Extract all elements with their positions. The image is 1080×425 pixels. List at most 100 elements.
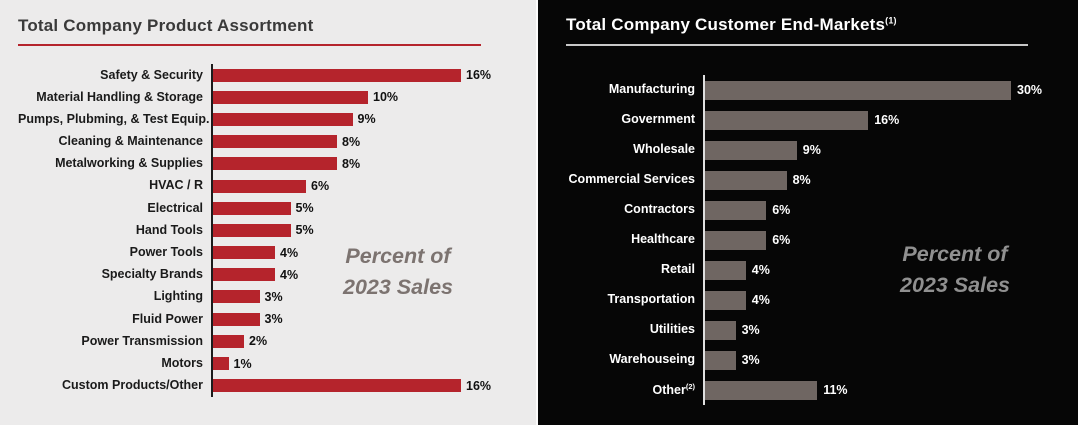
bar-track: 3%: [211, 308, 283, 331]
category-label: Transportation: [607, 292, 695, 307]
value-label: 4%: [751, 263, 770, 277]
bar: [213, 68, 461, 82]
chart-row: Fluid Power 3%: [18, 308, 491, 331]
chart-row: Material Handling & Storage 10%: [18, 86, 491, 109]
bar: [705, 320, 736, 340]
chart-row: Government 16%: [538, 105, 1042, 135]
annotation-line: 2023 Sales: [343, 274, 453, 299]
value-label: 3%: [741, 323, 760, 337]
chart-row: Transportation 4%: [538, 285, 1042, 315]
customer-end-markets-chart: Manufacturing 30% Government 16% Wholesale 9%…: [538, 75, 1042, 405]
bar-track: 16%: [703, 105, 899, 135]
left-percent-of-sales-annotation: Percent of 2023 Sales: [318, 241, 478, 302]
bar: [213, 179, 306, 193]
bar: [705, 260, 746, 280]
chart-row: Utilities 3%: [538, 315, 1042, 345]
category-label: Electrical: [147, 200, 203, 215]
product-assortment-panel: Total Company Product Assortment Safety …: [0, 0, 538, 425]
category-label: Cleaning & Maintenance: [58, 134, 203, 149]
chart-row: Metalworking & Supplies 8%: [18, 152, 491, 175]
bar: [213, 90, 368, 104]
category-label: Government: [621, 112, 695, 127]
bar-track: 8%: [703, 165, 811, 195]
bar-track: 8%: [211, 152, 360, 175]
chart-row: Power Tools 4%: [18, 241, 491, 264]
bar: [705, 80, 1011, 100]
chart-row: Electrical 5%: [18, 197, 491, 220]
chart-row: Pumps, Plubming, & Test Equip. 9%: [18, 108, 491, 131]
customer-end-markets-panel: Total Company Customer End-Markets(1) Ma…: [538, 0, 1078, 425]
bar: [213, 290, 260, 304]
value-label: 30%: [1017, 83, 1043, 97]
annotation-line: Percent of: [902, 242, 1008, 266]
bar: [705, 200, 767, 220]
value-label: 6%: [311, 179, 330, 194]
category-label: Specialty Brands: [101, 267, 203, 282]
chart-row: Contractors 6%: [538, 195, 1042, 225]
value-label: 5%: [295, 201, 314, 216]
bar: [213, 135, 337, 149]
bar: [213, 357, 229, 371]
title-footnote-marker: (1): [885, 15, 897, 26]
bar: [213, 157, 337, 171]
value-label: 9%: [357, 112, 376, 127]
chart-row: Motors 1%: [18, 352, 491, 375]
value-label: 11%: [823, 383, 848, 397]
bar-track: 1%: [211, 352, 252, 375]
product-assortment-chart: Safety & Security 16% Material Handling & …: [18, 64, 491, 397]
right-chart-title: Total Company Customer End-Markets(1): [566, 15, 897, 35]
bar-track: 9%: [703, 135, 821, 165]
chart-row: Warehouseing 3%: [538, 345, 1042, 375]
bar-track: 10%: [211, 86, 398, 109]
bar-track: 5%: [211, 197, 314, 220]
value-label: 6%: [772, 203, 791, 217]
bar-track: 11%: [703, 375, 848, 405]
value-label: 2%: [249, 334, 268, 349]
category-label: Warehouseing: [609, 352, 695, 367]
chart-row: Specialty Brands 4%: [18, 263, 491, 286]
category-label: Lighting: [153, 289, 203, 304]
bar: [705, 290, 746, 310]
category-label: Commercial Services: [568, 172, 695, 187]
bar: [213, 201, 291, 215]
value-label: 16%: [874, 113, 900, 127]
chart-row: Custom Products/Other 16%: [18, 374, 492, 397]
value-label: 3%: [264, 312, 283, 327]
value-label: 3%: [741, 353, 760, 367]
bar-track: 16%: [211, 64, 491, 87]
chart-row: Hand Tools 5%: [18, 219, 491, 242]
value-label: 16%: [466, 378, 492, 393]
bar-track: 4%: [703, 285, 770, 315]
value-label: 6%: [772, 233, 791, 247]
bar: [213, 223, 291, 237]
bar: [705, 170, 787, 190]
value-label: 4%: [280, 245, 299, 260]
category-footnote-marker: (2): [685, 381, 695, 391]
bar: [213, 246, 275, 260]
bar-track: 4%: [211, 263, 299, 286]
category-label: Other(2): [652, 381, 695, 398]
bar: [213, 334, 244, 348]
category-label: Contractors: [624, 202, 695, 217]
right-title-underline: [566, 44, 1028, 46]
bar-track: 5%: [211, 219, 314, 242]
bar: [213, 312, 260, 326]
category-label: Manufacturing: [608, 82, 695, 97]
bar: [213, 112, 353, 126]
bar-track: 30%: [703, 75, 1042, 105]
chart-row: Power Transmission 2%: [18, 330, 491, 353]
chart-row: Healthcare 6%: [538, 225, 1042, 255]
category-label: Power Transmission: [81, 333, 203, 348]
bar: [213, 379, 461, 393]
category-label: Fluid Power: [132, 311, 203, 326]
category-label: Metalworking & Supplies: [55, 156, 203, 171]
category-label: Retail: [660, 262, 695, 277]
category-label: Material Handling & Storage: [36, 89, 203, 104]
right-percent-of-sales-annotation: Percent of 2023 Sales: [870, 239, 1040, 300]
chart-row: Other(2) 11%: [538, 375, 1042, 405]
value-label: 3%: [264, 289, 283, 304]
chart-row: Cleaning & Maintenance 8%: [18, 130, 491, 153]
value-label: 4%: [280, 267, 299, 282]
category-label: Utilities: [649, 322, 695, 337]
